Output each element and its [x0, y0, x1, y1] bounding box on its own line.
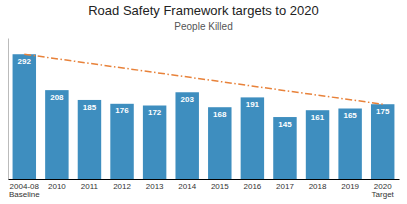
- data-label: 191: [246, 100, 260, 109]
- x-tick-label-line: 2018: [309, 182, 327, 191]
- data-label: 172: [148, 108, 162, 117]
- x-tick-label: 2013: [146, 182, 164, 191]
- bar: [273, 117, 296, 179]
- x-tick: 2012: [113, 179, 131, 191]
- x-tick: 2019: [341, 179, 359, 191]
- data-label: 208: [50, 93, 64, 102]
- x-tick-label-line: 2013: [146, 182, 164, 191]
- data-label: 175: [376, 107, 390, 116]
- subtitle: People Killed: [174, 21, 232, 32]
- data-label: 292: [18, 57, 32, 66]
- x-tick-label: 2011: [81, 182, 99, 191]
- x-tick-label-line: 2010: [48, 182, 66, 191]
- x-tick: 2020Target: [372, 179, 395, 199]
- x-tick: 2013: [146, 179, 164, 191]
- x-tick: 2018: [309, 179, 327, 191]
- x-tick-label-line: 2017: [276, 182, 294, 191]
- bar: [110, 104, 133, 179]
- data-label: 185: [83, 103, 97, 112]
- plot: 292 208 185 176 172 203 168 191 145 161 165 175 2004…: [9, 39, 400, 200]
- bar: [208, 107, 231, 179]
- data-labels: 292 208 185 176 172 203 168 191 145 161 165 175: [18, 57, 390, 129]
- title: Road Safety Framework targets to 2020: [88, 3, 319, 18]
- chart: Road Safety Framework targets to 2020 Peo…: [0, 0, 407, 204]
- x-tick-label-line: 2012: [113, 182, 131, 191]
- x-tick-label: 2014: [178, 182, 196, 191]
- x-tick-label-line: 2016: [243, 182, 261, 191]
- x-tick-label: 2016: [243, 182, 261, 191]
- data-label: 165: [343, 111, 357, 120]
- bar: [45, 90, 68, 179]
- x-tick: 2015: [211, 179, 229, 191]
- x-tick-label-line: Baseline: [9, 190, 40, 199]
- x-tick: 2011: [81, 179, 99, 191]
- x-tick: 2014: [178, 179, 196, 191]
- x-tick-label: 2017: [276, 182, 294, 191]
- x-tick-label-line: 2020: [374, 182, 392, 191]
- x-tick-label: 2004-08Baseline: [9, 182, 40, 200]
- x-tick-label-line: 2019: [341, 182, 359, 191]
- data-label: 168: [213, 110, 227, 119]
- x-tick-label-line: 2011: [81, 182, 99, 191]
- x-tick: 2010: [48, 179, 66, 191]
- x-tick: 2016: [243, 179, 261, 191]
- data-label: 176: [115, 106, 129, 115]
- x-tick-label-line: 2015: [211, 182, 229, 191]
- x-axis: 2004-08Baseline 2010 2011 2012 2013 2014 2015 2…: [9, 179, 400, 199]
- x-tick-label-line: Target: [372, 190, 395, 199]
- bar: [143, 106, 166, 179]
- target-line: [24, 54, 382, 104]
- x-axis-line: [9, 179, 400, 180]
- data-label: 161: [311, 113, 325, 122]
- x-tick-label: 2015: [211, 182, 229, 191]
- data-label: 203: [181, 95, 195, 104]
- y-axis: [8, 39, 9, 180]
- bar: [241, 97, 264, 179]
- x-tick-label: 2010: [48, 182, 66, 191]
- x-tick-label-line: 2004-08: [10, 182, 40, 191]
- x-tick: 2004-08Baseline: [9, 179, 40, 199]
- x-tick-label: 2018: [309, 182, 327, 191]
- x-tick-label: 2020Target: [372, 182, 395, 200]
- bar: [78, 100, 101, 179]
- y-axis-line: [8, 39, 9, 180]
- data-label: 145: [278, 120, 292, 129]
- x-tick-label-line: 2014: [178, 182, 196, 191]
- marks: [13, 54, 395, 179]
- bar: [306, 110, 329, 179]
- bar: [175, 92, 198, 179]
- bar: [338, 109, 361, 180]
- bar: [13, 54, 36, 179]
- bar: [371, 104, 394, 179]
- x-tick-label: 2019: [341, 182, 359, 191]
- x-tick: 2017: [276, 179, 294, 191]
- x-tick-label: 2012: [113, 182, 131, 191]
